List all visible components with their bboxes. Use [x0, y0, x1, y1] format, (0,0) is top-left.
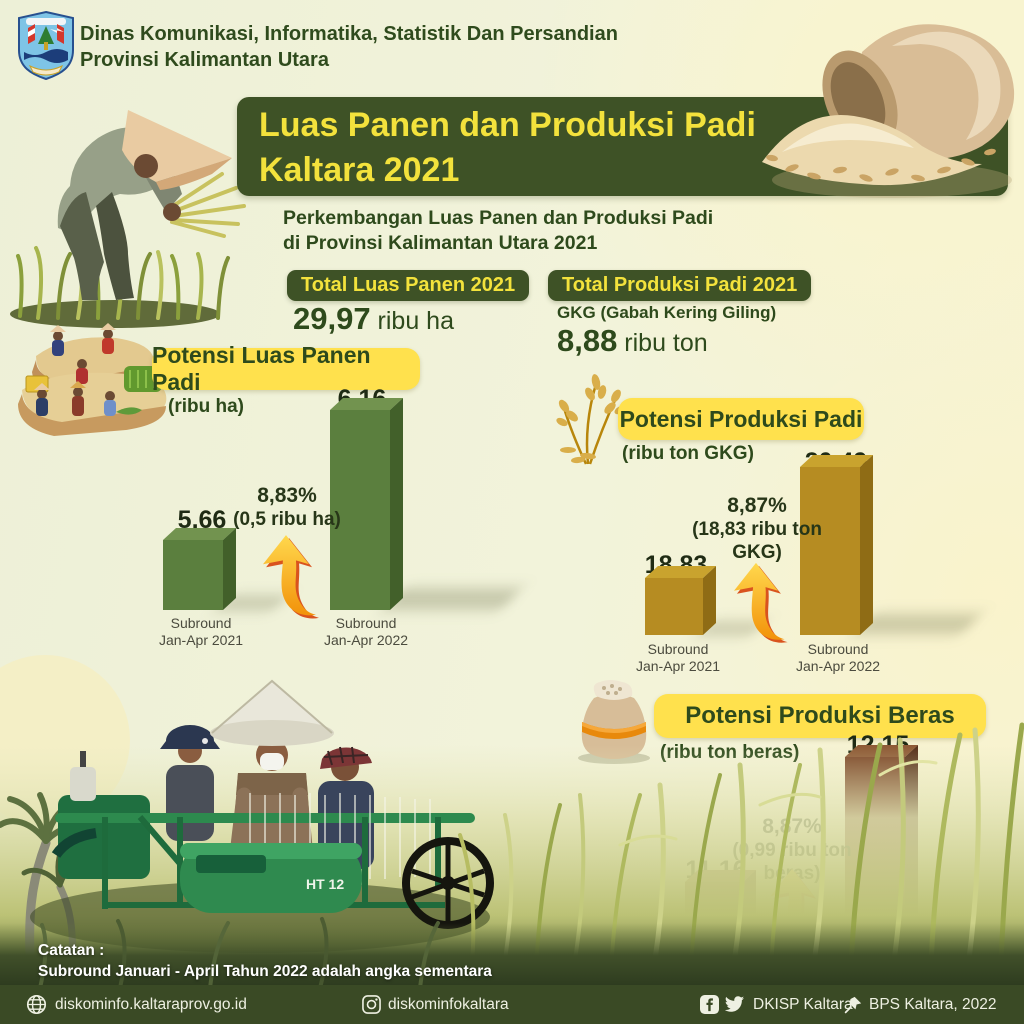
chart2-title: Potensi Produksi Padi	[618, 398, 864, 440]
chart2-cat-2022: Subround Jan-Apr 2022	[795, 641, 881, 674]
total-luas-panen-value: 29,97 ribu ha	[293, 301, 454, 337]
farmer-harvest-illustration	[10, 110, 246, 328]
total-luas-panen-unit: ribu ha	[377, 307, 454, 335]
total-luas-panen-label: Total Luas Panen 2021	[287, 270, 530, 301]
chart1-cat-2021: Subround Jan-Apr 2021	[158, 615, 244, 648]
footer-website-text: diskominfo.kaltaraprov.go.id	[55, 995, 247, 1013]
chart2-unit-label: (ribu ton GKG)	[622, 443, 754, 464]
chart2-bar-2022	[800, 455, 873, 635]
agency-line2: Provinsi Kalimantan Utara	[80, 49, 329, 71]
footer-instagram-item: diskominfokaltara	[362, 985, 509, 1024]
catatan-note: Catatan : Subround Januari - April Tahun…	[38, 940, 492, 982]
subtitle-line1: Perkembangan Luas Panen dan Produksi Pad…	[283, 207, 714, 229]
chart1-title: Potensi Luas Panen Padi	[152, 342, 420, 395]
globe-icon	[26, 994, 47, 1015]
total-produksi-padi-number: 8,88	[557, 323, 618, 358]
footer-social-text: DKISP Kaltara	[753, 995, 853, 1013]
footer-website: diskominfo.kaltaraprov.go.id	[26, 985, 247, 1024]
agency-line1: Dinas Komunikasi, Informatika, Statistik…	[80, 23, 618, 45]
total-produksi-padi-note: GKG (Gabah Kering Giling)	[557, 303, 777, 322]
chart3-title: Potensi Produksi Beras	[654, 694, 986, 738]
chart2-change-note: (18,83 ribu ton GKG)	[692, 519, 822, 563]
total-produksi-padi-label: Total Produksi Padi 2021	[548, 270, 812, 301]
rice-planting-illustration	[18, 323, 167, 436]
machine-model-label: HT 12	[306, 876, 344, 892]
instagram-icon	[362, 995, 381, 1014]
total-produksi-padi-value: 8,88 ribu ton	[557, 323, 708, 359]
catatan-line2: Subround Januari - April Tahun 2022 adal…	[38, 963, 492, 980]
kaltara-emblem-logo	[18, 10, 74, 80]
footer-bar: diskominfo.kaltaraprov.go.id DKISP Kalta…	[0, 985, 1024, 1024]
twitter-icon	[724, 996, 745, 1012]
chart1-bar-2021	[163, 528, 236, 610]
title-line2: Kaltara 2021	[259, 151, 460, 189]
increase-arrow-icon	[734, 562, 788, 643]
harvester-machine: HT 12	[30, 751, 494, 953]
agency-name: Dinas Komunikasi, Informatika, Statistik…	[80, 21, 618, 73]
wheat-stalk-illustration	[556, 374, 626, 465]
increase-arrow-icon	[263, 535, 319, 619]
footer-social: DKISP Kaltara	[700, 985, 853, 1024]
total-luas-panen-number: 29,97	[293, 301, 371, 336]
total-produksi-padi-unit: ribu ton	[624, 329, 708, 357]
page-title: Luas Panen dan Produksi Padi Kaltara 202…	[259, 103, 756, 193]
chart1-bar-2022	[330, 398, 403, 610]
title-line1: Luas Panen dan Produksi Padi	[259, 106, 756, 144]
farmer-left	[160, 725, 220, 841]
subtitle-line2: di Provinsi Kalimantan Utara 2021	[283, 232, 598, 254]
chart2-bar-2021	[645, 566, 716, 635]
footer-instagram-text: diskominfokaltara	[388, 995, 509, 1013]
chart2-bar2-shadow	[854, 614, 980, 634]
chart1-change-percent: 8,83%	[257, 484, 317, 507]
footer-source-item: BPS Kaltara, 2022	[844, 985, 997, 1024]
chart2-change-percent: 8,87%	[727, 494, 787, 517]
chart1-unit-label: (ribu ha)	[168, 396, 244, 417]
pushpin-icon	[844, 996, 862, 1013]
facebook-icon	[700, 995, 719, 1014]
harvester-field-photo: HT 12	[0, 655, 1024, 988]
chart2-cat-2021: Subround Jan-Apr 2021	[635, 641, 721, 674]
chart1-change-note: (0,5 ribu ha)	[233, 509, 341, 530]
footer-source-text: BPS Kaltara, 2022	[869, 995, 997, 1013]
subtitle: Perkembangan Luas Panen dan Produksi Pad…	[283, 206, 713, 256]
rice-sack-illustration	[762, 24, 1015, 198]
chart1-cat-2022: Subround Jan-Apr 2022	[323, 615, 409, 648]
chart1-bar2-shadow	[383, 588, 521, 610]
catatan-line1: Catatan :	[38, 942, 105, 959]
